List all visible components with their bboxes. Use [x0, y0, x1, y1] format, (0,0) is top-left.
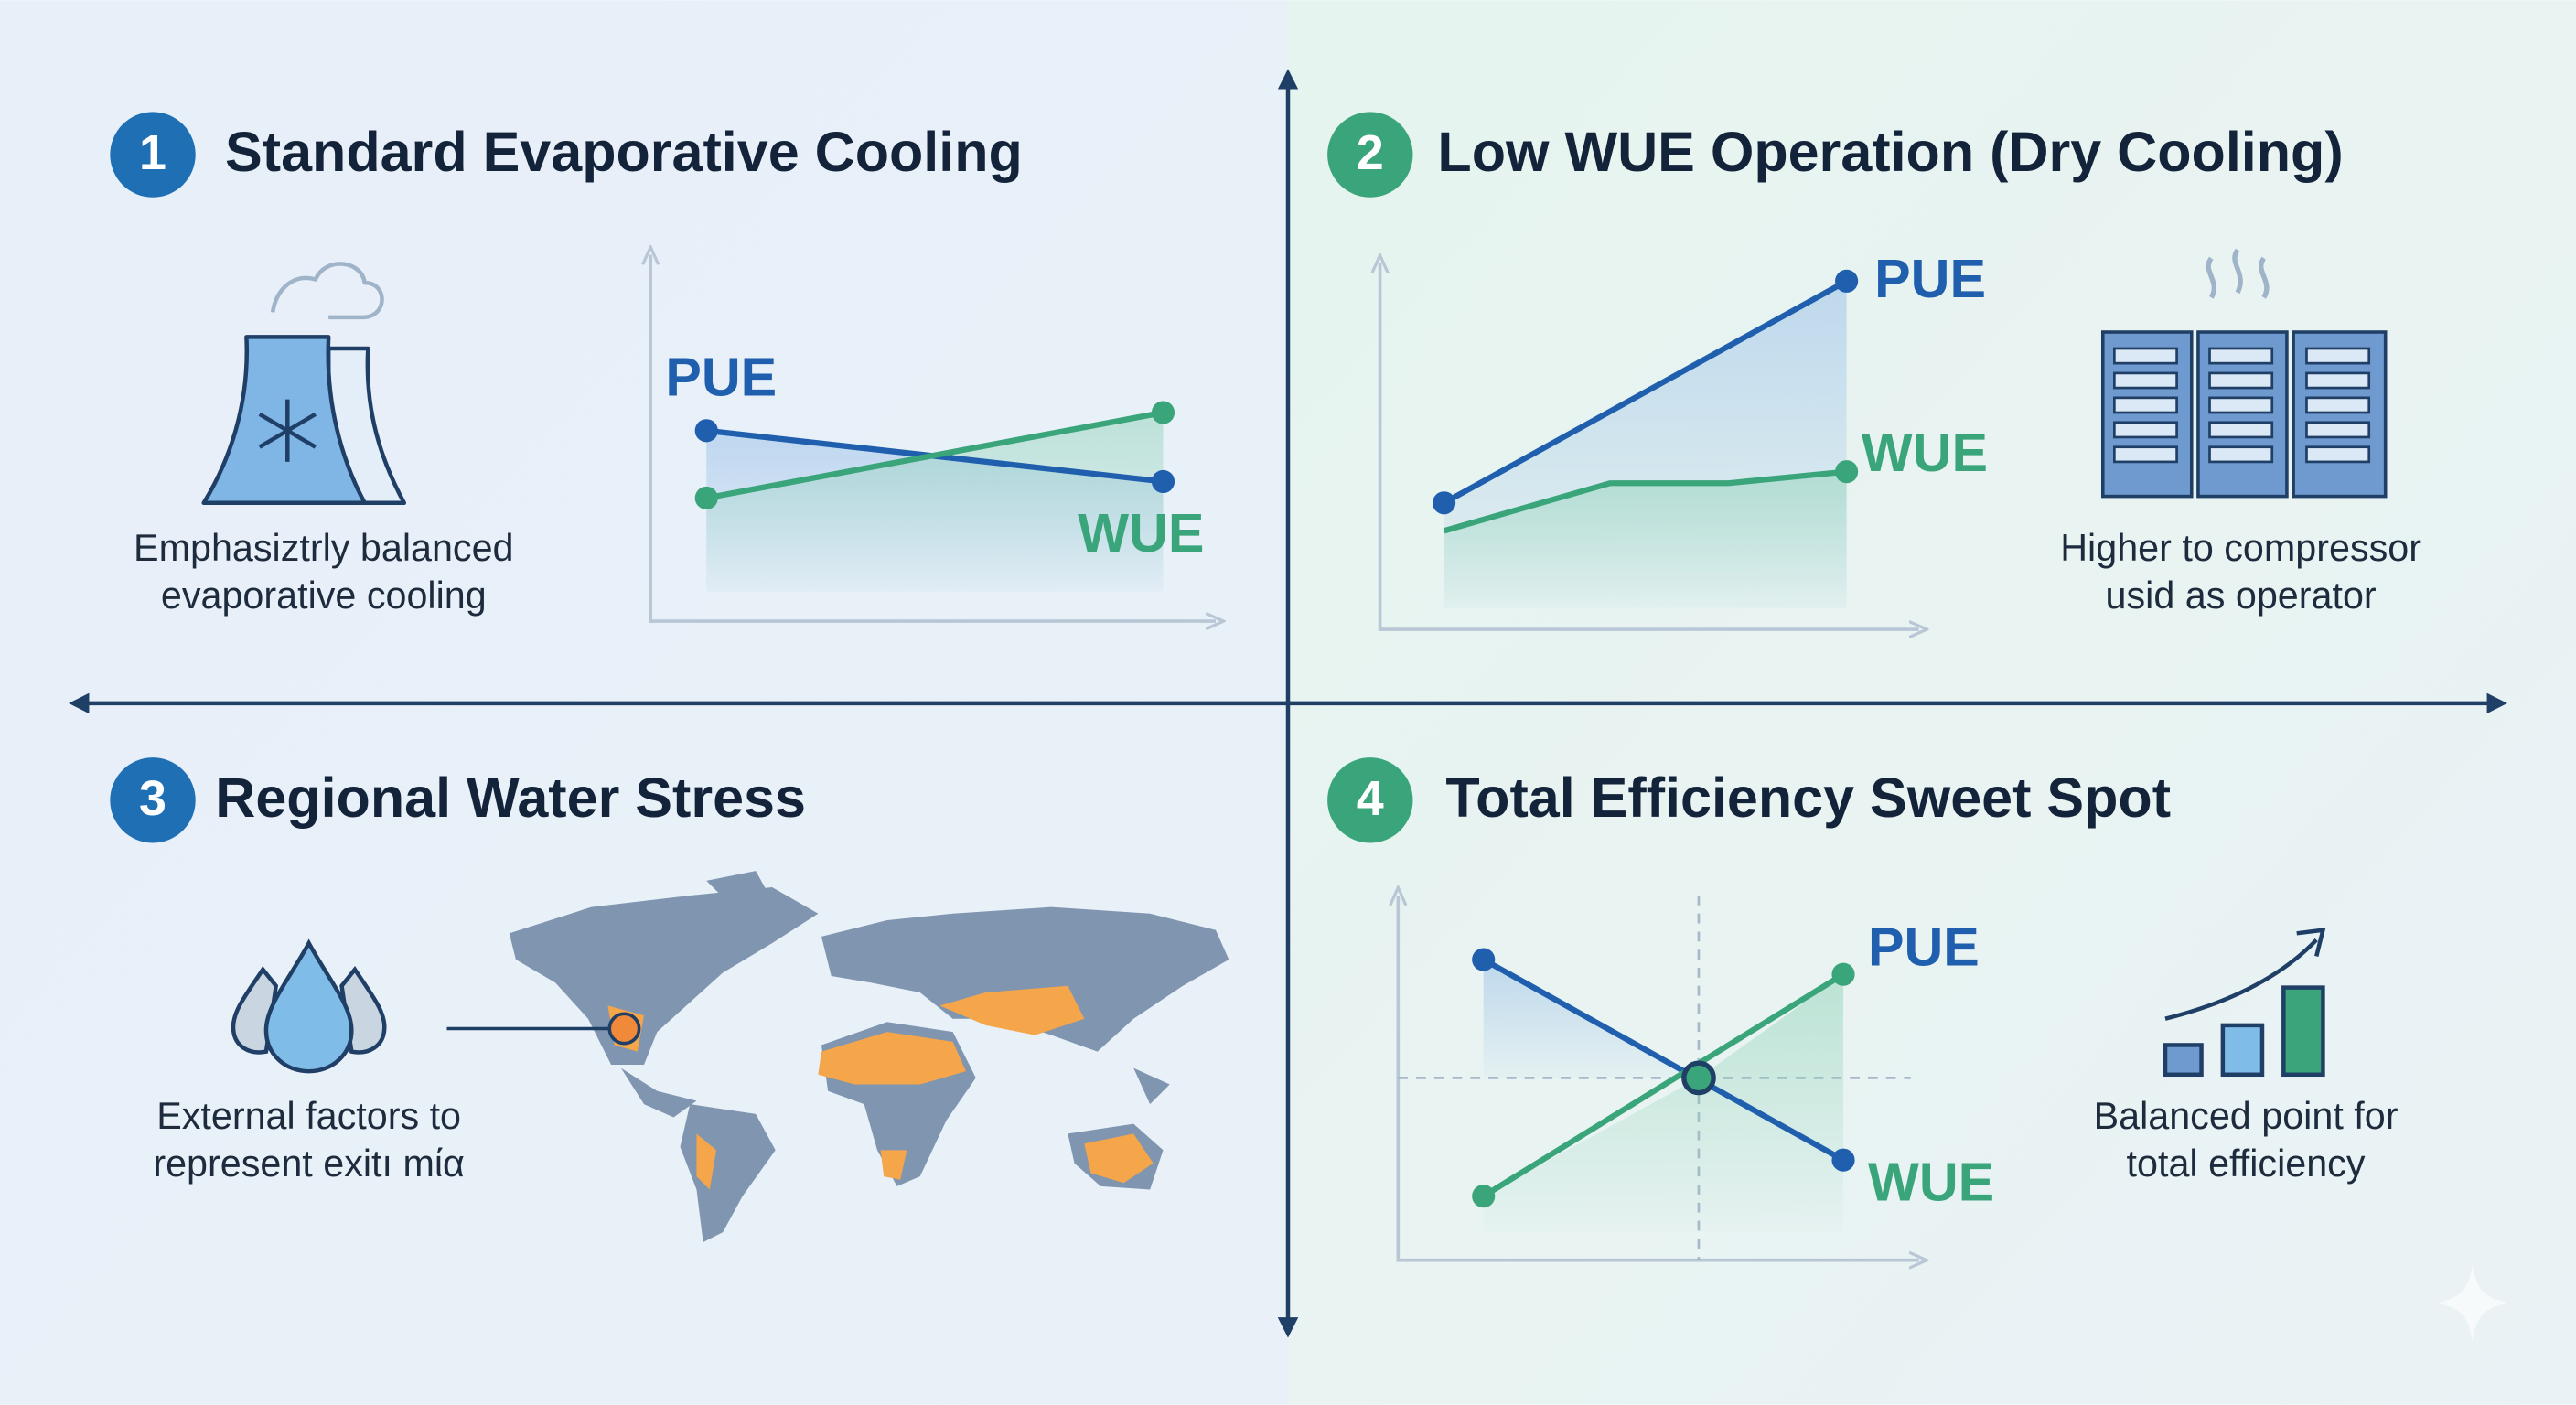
series-label: PUE [1874, 248, 1986, 309]
panel-title: Standard Evaporative Cooling [225, 121, 1023, 183]
series-label: PUE [665, 347, 777, 408]
badge-number: 3 [139, 771, 166, 826]
series-label: WUE [1078, 502, 1204, 563]
description: External factors to [156, 1095, 461, 1137]
panel-title: Total Efficiency Sweet Spot [1445, 767, 2171, 829]
description: usid as operator [2106, 574, 2377, 617]
panel-title: Regional Water Stress [215, 767, 806, 829]
series-label: WUE [1868, 1152, 1994, 1213]
description: Emphasiztrly balanced [134, 527, 513, 569]
badge [110, 757, 196, 843]
panel-title: Low WUE Operation (Dry Cooling) [1437, 121, 2343, 183]
description: Higher to compressor [2060, 527, 2421, 569]
badge [110, 112, 196, 198]
series-label: WUE [1862, 422, 1988, 483]
server-icon [2100, 248, 2388, 499]
badge [1327, 112, 1413, 198]
badge-number: 4 [1357, 771, 1384, 826]
water-drops-icon [231, 938, 387, 1074]
crossover-chart [1398, 896, 1918, 1260]
description: evaporative cooling [161, 574, 487, 617]
description: total efficiency [2127, 1142, 2366, 1185]
cooling-tower-icon [201, 262, 407, 506]
trend-chart [1380, 263, 1919, 629]
badge-number: 2 [1357, 125, 1384, 180]
sparkle [2434, 1265, 2511, 1341]
trend-chart [650, 255, 1216, 621]
badge [1327, 757, 1413, 843]
pointer-marker [607, 1012, 641, 1046]
description: represent exitı mία [153, 1142, 465, 1185]
growth-icon [2163, 928, 2326, 1078]
series-label: PUE [1868, 917, 1980, 978]
badge-number: 1 [139, 125, 166, 180]
description: Balanced point for [2094, 1095, 2399, 1137]
